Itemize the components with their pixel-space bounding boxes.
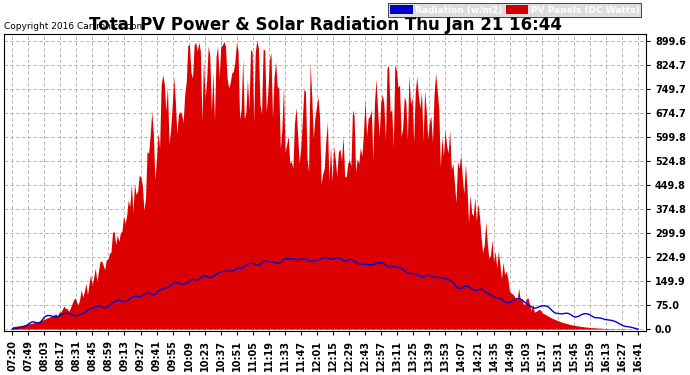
Title: Total PV Power & Solar Radiation Thu Jan 21 16:44: Total PV Power & Solar Radiation Thu Jan… — [88, 16, 562, 34]
Legend: Radiation (w/m2), PV Panels (DC Watts): Radiation (w/m2), PV Panels (DC Watts) — [388, 3, 642, 16]
Text: Copyright 2016 Cartronics.com: Copyright 2016 Cartronics.com — [4, 22, 146, 32]
